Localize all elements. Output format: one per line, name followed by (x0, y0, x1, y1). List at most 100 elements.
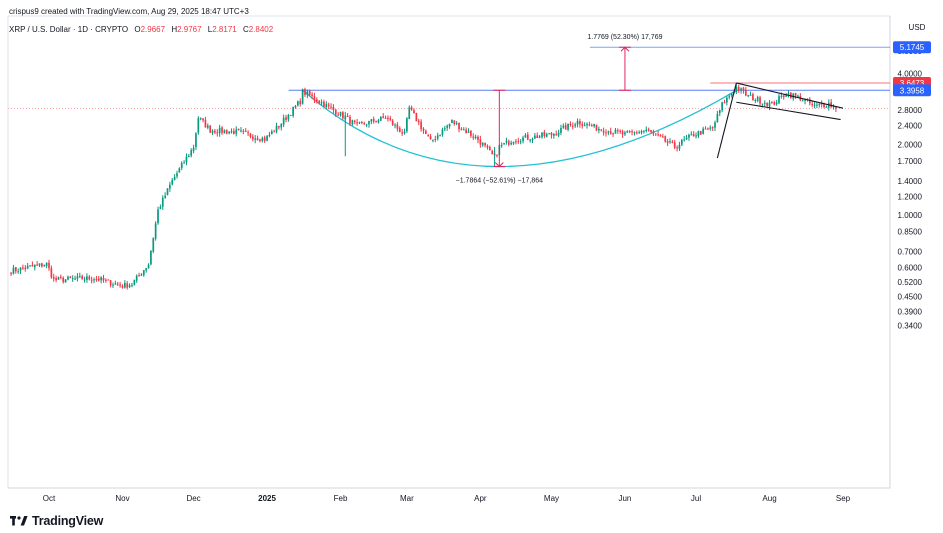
candle (292, 106, 294, 118)
candle (413, 108, 415, 114)
candle-body (714, 122, 716, 128)
candle-body (173, 176, 176, 180)
candle-body (830, 102, 833, 107)
price-marker-label: 3.3958 (900, 86, 925, 95)
y-tick-label: 0.8500 (898, 228, 923, 237)
candle (138, 272, 140, 277)
candle-body (396, 124, 399, 129)
candle-body (356, 122, 358, 124)
candle (515, 138, 517, 145)
candle (500, 142, 503, 148)
candle (443, 125, 446, 132)
candle-body (548, 133, 550, 135)
candle-body (297, 101, 299, 106)
candle (33, 264, 36, 271)
candle-body (391, 120, 394, 125)
candle (48, 259, 50, 271)
candle (199, 117, 202, 121)
candle (455, 121, 458, 126)
candle (306, 89, 309, 99)
candle (718, 109, 721, 117)
candle (259, 138, 261, 143)
candle (832, 104, 835, 110)
y-tick-label: 0.4500 (898, 293, 923, 302)
candle-body (657, 134, 659, 136)
candle-body (112, 284, 114, 286)
candle-body (609, 131, 612, 134)
candle-body (816, 104, 818, 106)
candle (607, 130, 610, 136)
candle-body (147, 264, 150, 269)
candle (142, 270, 145, 277)
candle-body (823, 103, 825, 107)
candle-body (635, 132, 638, 134)
candle (135, 274, 138, 283)
candle (282, 114, 285, 128)
candle-body (446, 125, 449, 128)
candle (126, 281, 129, 290)
candle (249, 132, 252, 139)
candle-body (180, 163, 183, 168)
candle (685, 134, 688, 141)
candle (624, 130, 626, 136)
candle (555, 130, 558, 136)
candle-body (417, 120, 420, 123)
tradingview-logo-text: TradingView (32, 514, 104, 528)
candle (221, 126, 223, 135)
candle-body (766, 102, 769, 106)
candle (609, 127, 612, 135)
y-tick-label: 0.5200 (898, 278, 923, 287)
y-tick-label: 4.0000 (898, 70, 923, 79)
candle-body (666, 141, 669, 143)
candle-body (645, 129, 648, 132)
candle-body (353, 120, 356, 122)
candle (372, 116, 375, 124)
candle-body (771, 101, 773, 103)
candle (408, 105, 411, 120)
candle-body (797, 95, 799, 97)
candle (557, 129, 560, 138)
candle (598, 126, 600, 134)
candle-body (669, 141, 671, 143)
candle-body (721, 102, 723, 111)
candle-body (304, 89, 306, 95)
candle-body (102, 277, 105, 281)
candle-body (287, 114, 290, 120)
candle-body (737, 86, 740, 91)
candle-body (813, 104, 816, 106)
candle-body (621, 131, 624, 135)
candle-body (531, 138, 534, 140)
candle (268, 131, 271, 138)
candle (690, 131, 693, 136)
candle-body (522, 137, 524, 142)
candle (64, 279, 67, 283)
candle-body (368, 120, 370, 125)
candle-body (761, 103, 764, 105)
candle-body (50, 268, 53, 278)
candle (614, 127, 617, 134)
ohlc-high: H2.9767 (171, 25, 202, 34)
candle-body (171, 179, 174, 185)
candle-body (135, 275, 138, 281)
measure-arrow-icon (494, 162, 504, 168)
candle (467, 128, 470, 134)
candle (275, 122, 278, 134)
candle-body (631, 131, 633, 133)
candle-body (692, 133, 695, 137)
candle-body (754, 100, 757, 102)
measure-label: 1.7769 (52.30%) 17,769 (587, 34, 662, 41)
x-tick-label: Mar (400, 494, 414, 503)
tradingview-logo-icon (10, 516, 28, 526)
candle-body (567, 123, 569, 130)
candle (579, 118, 581, 128)
candle-body (382, 116, 385, 118)
candle-body (420, 121, 422, 130)
candle-body (510, 142, 513, 145)
candle (377, 118, 380, 124)
candle-body (801, 100, 804, 102)
candle-body (465, 129, 467, 134)
candle (425, 129, 427, 135)
candle-body (512, 141, 515, 144)
candle-body (747, 95, 750, 97)
